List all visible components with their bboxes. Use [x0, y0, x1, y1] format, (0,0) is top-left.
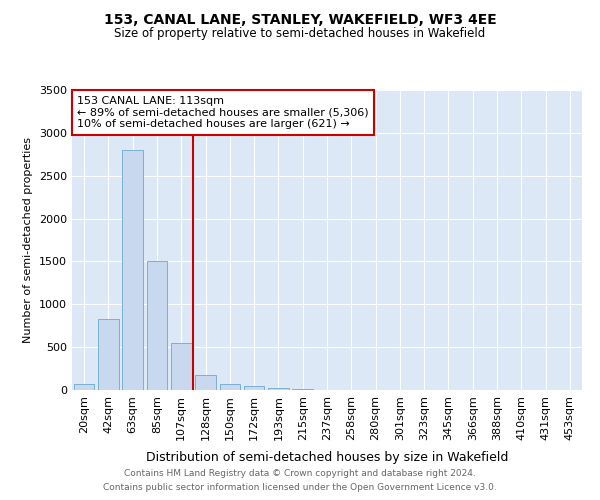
Bar	[268, 388, 289, 390]
Bar	[292, 388, 313, 390]
Bar	[220, 384, 240, 390]
Bar	[171, 343, 191, 390]
X-axis label: Distribution of semi-detached houses by size in Wakefield: Distribution of semi-detached houses by …	[146, 451, 508, 464]
Bar	[74, 384, 94, 390]
Text: 153, CANAL LANE, STANLEY, WAKEFIELD, WF3 4EE: 153, CANAL LANE, STANLEY, WAKEFIELD, WF3…	[104, 12, 496, 26]
Bar	[195, 376, 216, 390]
Text: Size of property relative to semi-detached houses in Wakefield: Size of property relative to semi-detach…	[115, 28, 485, 40]
Bar	[98, 319, 119, 390]
Text: Contains HM Land Registry data © Crown copyright and database right 2024.: Contains HM Land Registry data © Crown c…	[124, 468, 476, 477]
Bar	[244, 386, 265, 390]
Text: 153 CANAL LANE: 113sqm
← 89% of semi-detached houses are smaller (5,306)
10% of : 153 CANAL LANE: 113sqm ← 89% of semi-det…	[77, 96, 369, 129]
Text: Contains public sector information licensed under the Open Government Licence v3: Contains public sector information licen…	[103, 484, 497, 492]
Bar	[122, 150, 143, 390]
Bar	[146, 262, 167, 390]
Y-axis label: Number of semi-detached properties: Number of semi-detached properties	[23, 137, 34, 343]
